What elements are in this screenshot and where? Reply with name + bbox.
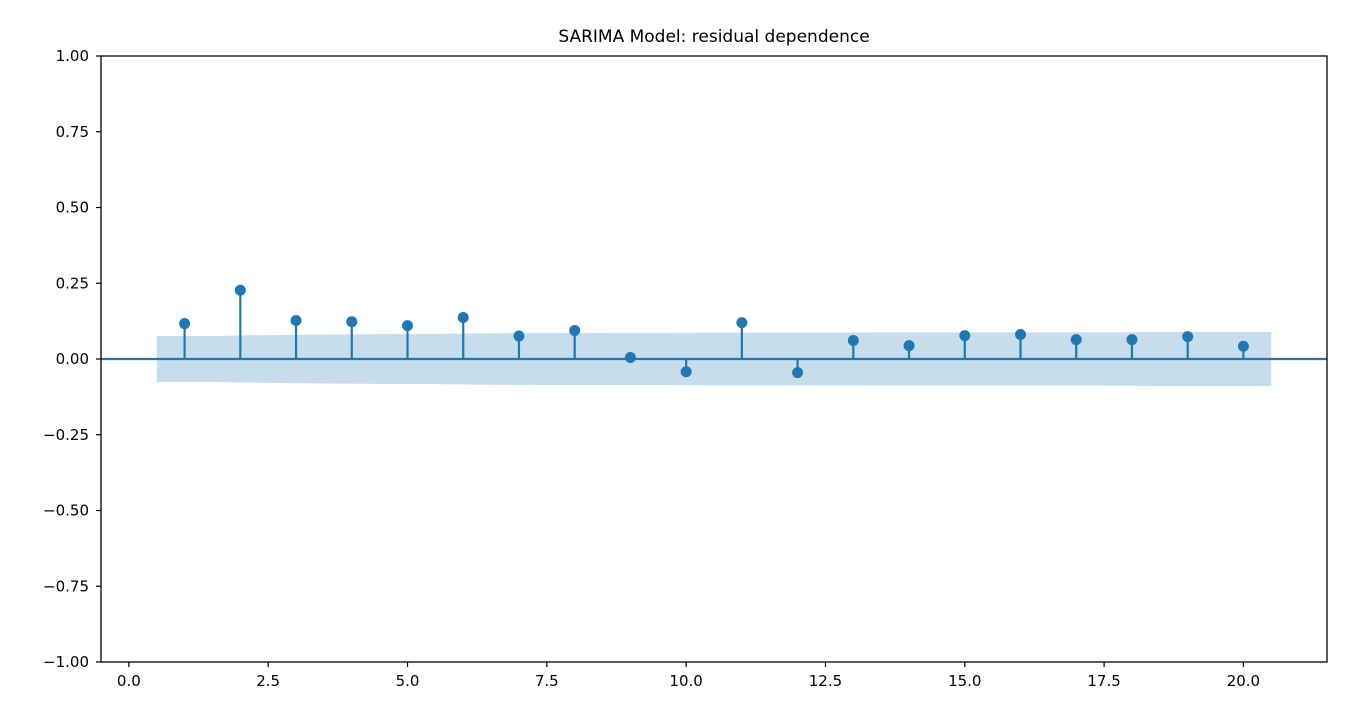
y-tick-label: 0.75 [56,123,89,141]
y-tick-label: 1.00 [56,47,89,65]
marker-lag-4 [346,316,358,328]
marker-lag-13 [847,335,859,347]
y-tick-label: 0.50 [56,199,89,217]
y-axis-ticks: 1.00 0.75 0.50 0.25 0.00 −0.25 −0.50 −0.75 −1.00 [43,47,101,671]
marker-lag-1 [179,318,191,330]
marker-lag-11 [736,317,748,329]
marker-lag-15 [959,330,971,342]
chart-title: SARIMA Model: residual dependence [558,27,869,47]
x-tick-label: 20.0 [1227,672,1260,690]
x-tick-label: 17.5 [1087,672,1120,690]
y-tick-label: −0.25 [43,426,89,444]
y-tick-label: −1.00 [43,653,89,671]
x-axis-ticks: 0.0 2.5 5.0 7.5 10.0 12.5 15.0 17.5 20.0 [117,662,1260,690]
marker-lag-14 [903,340,915,352]
marker-lag-10 [680,366,692,378]
marker-lag-17 [1070,334,1082,346]
x-tick-label: 12.5 [809,672,842,690]
marker-lag-16 [1015,328,1026,340]
marker-lag-7 [513,330,525,342]
marker-lag-20 [1237,340,1249,352]
marker-lag-5 [402,320,413,332]
x-tick-label: 5.0 [396,672,420,690]
marker-lag-8 [569,325,581,337]
marker-layer [179,284,1249,379]
marker-lag-19 [1182,331,1194,343]
x-tick-label: 15.0 [948,672,981,690]
marker-lag-2 [234,284,246,296]
x-tick-label: 7.5 [535,672,559,690]
x-tick-label: 2.5 [256,672,280,690]
y-tick-label: 0.25 [56,274,89,292]
x-tick-label: 0.0 [117,672,141,690]
y-tick-label: 0.00 [56,350,89,368]
marker-lag-3 [290,315,302,327]
x-tick-label: 10.0 [669,672,702,690]
marker-lag-12 [792,367,804,379]
marker-lag-18 [1126,334,1138,346]
marker-lag-9 [624,351,636,363]
y-tick-label: −0.50 [43,502,89,520]
y-tick-label: −0.75 [43,577,89,595]
marker-lag-6 [457,311,469,323]
